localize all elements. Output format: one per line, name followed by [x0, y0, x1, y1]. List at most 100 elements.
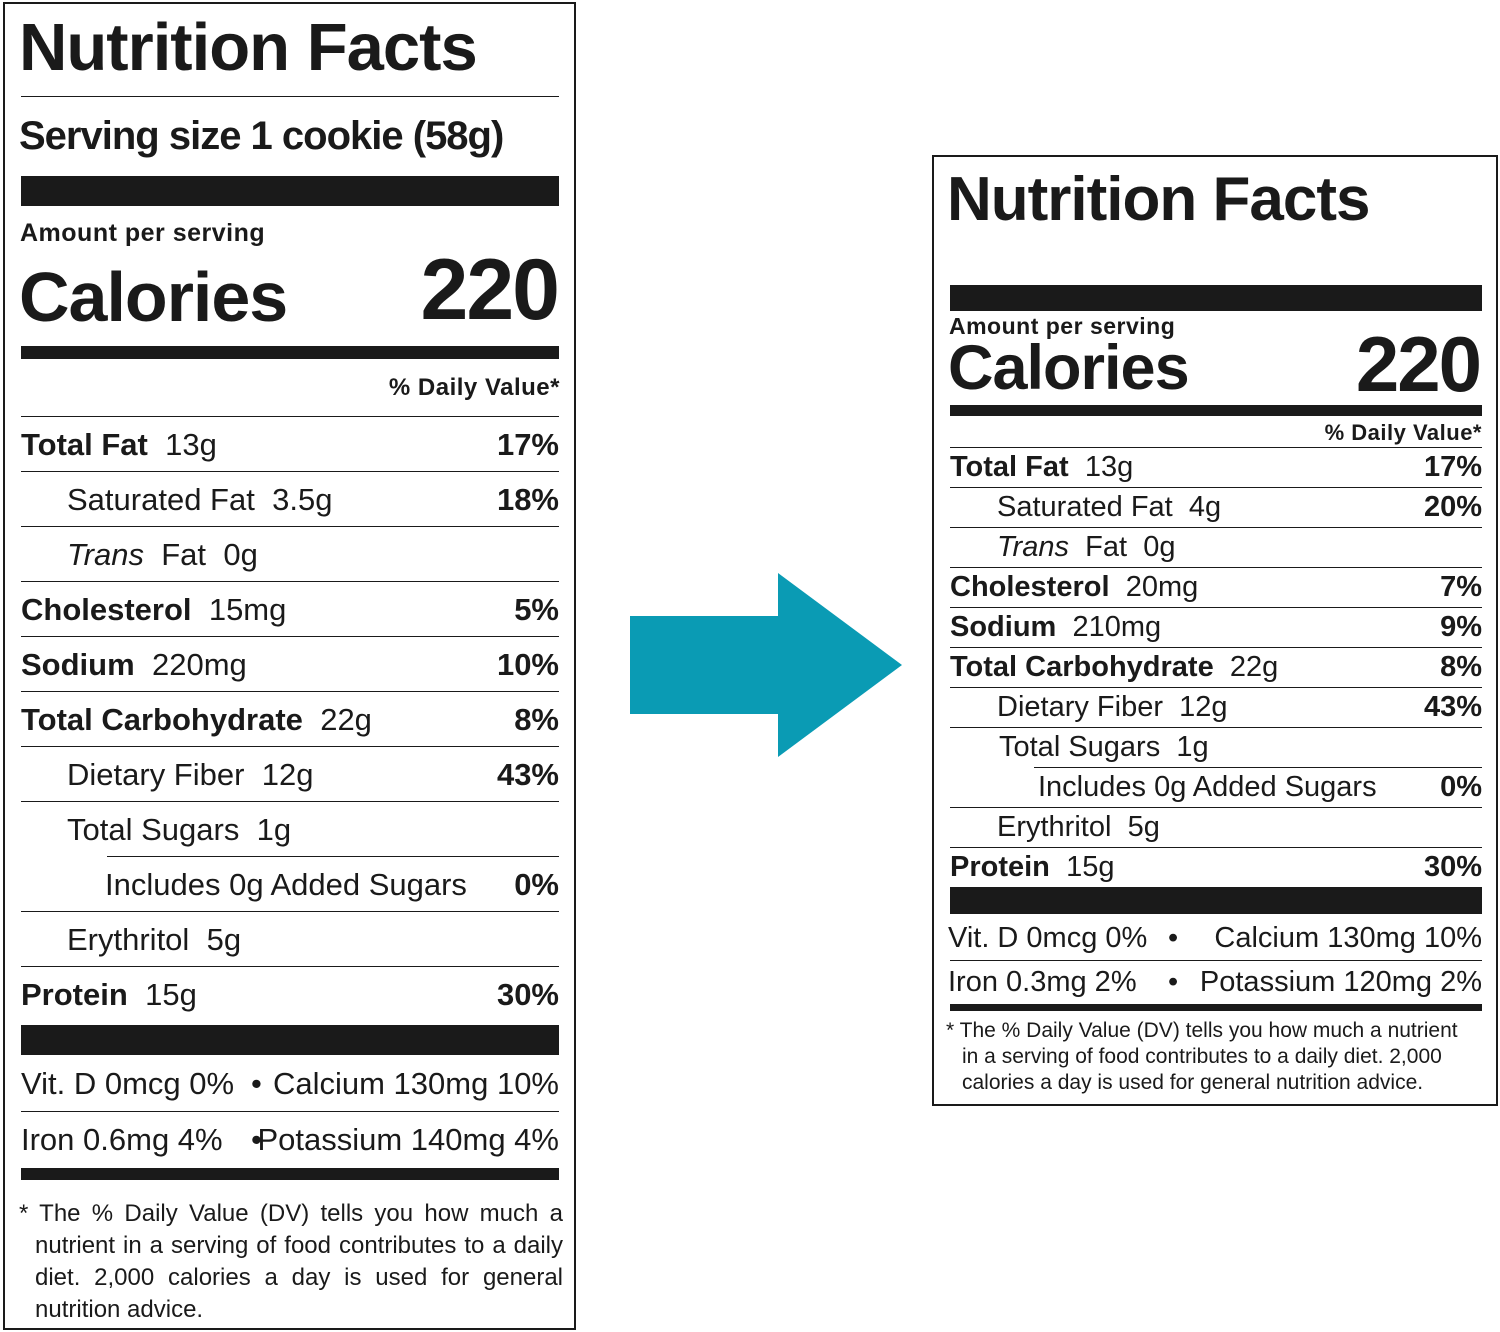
medium-divider [950, 1004, 1482, 1011]
nutrient-dv: 30% [1423, 851, 1482, 883]
footnote-line: * The % Daily Value (DV) tells you how m… [946, 1019, 1458, 1042]
nutrient-name: Cholesterol [950, 571, 1110, 603]
nutrient-name: Sodium [950, 611, 1057, 643]
divider [21, 746, 559, 747]
divider [950, 960, 1482, 961]
footnote-line: calories a day is used for general nutri… [962, 1071, 1424, 1094]
nutrient-dv: 10% [496, 647, 559, 682]
medium-divider [21, 346, 559, 359]
nutrient-row-sodium: Sodium 220mg 10% [21, 637, 559, 692]
vitamin-left: Vit. D 0mcg 0% [948, 922, 1148, 954]
calories-value: 220 [1355, 320, 1482, 408]
nutrient-name: Total Sugars [67, 812, 240, 847]
nutrition-label-new: Nutrition Facts Amount per serving Calor… [932, 155, 1498, 1106]
footnote: * The % Daily Value (DV) tells you how m… [946, 1018, 1486, 1096]
footnote-line: nutrition advice. [35, 1296, 204, 1323]
divider [21, 691, 559, 692]
nutrient-row-trans-fat: Trans Fat 0g [21, 527, 559, 582]
divider [950, 847, 1482, 848]
divider [21, 911, 559, 912]
divider [21, 526, 559, 527]
nutrient-name-rest: Fat [1085, 531, 1128, 563]
divider [21, 1111, 559, 1112]
nutrient-amount: 12g [1179, 691, 1228, 723]
daily-value-header: % Daily Value* [1324, 420, 1482, 445]
nutrient-amount: 4g [1188, 491, 1222, 523]
nutrient-amount: 22g [1229, 651, 1279, 683]
calories-value: 220 [420, 242, 560, 338]
nutrient-name: Dietary Fiber [67, 757, 245, 792]
nutrient-amount: 15g [145, 977, 197, 1012]
nutrient-dv: 43% [1423, 691, 1482, 723]
nutrient-name: Sodium [21, 647, 135, 682]
nutrient-dv: 0% [514, 867, 559, 902]
divider [21, 966, 559, 967]
bullet-separator: • [1168, 922, 1179, 954]
nutrient-row-total-sugars: Total Sugars 1g [21, 802, 559, 857]
nutrient-dv: 30% [496, 977, 559, 1012]
nutrient-amount: 220mg [151, 647, 247, 682]
vitamin-left: Iron 0.3mg 2% [948, 966, 1137, 998]
nutrient-dv: 0% [1440, 771, 1482, 803]
nutrient-amount: 15g [1066, 851, 1115, 883]
nutrient-row-total-sugars: Total Sugars 1g [950, 727, 1482, 767]
nutrient-name: Total Carbohydrate [950, 651, 1214, 683]
footnote: * The % Daily Value (DV) tells you how m… [19, 1198, 563, 1326]
vitamin-right: Potassium 140mg 4% [257, 1122, 559, 1157]
divider [1034, 767, 1482, 768]
nutrient-name: Includes 0g Added Sugars [1038, 771, 1377, 803]
divider [21, 801, 559, 802]
label-title: Nutrition Facts [947, 165, 1370, 234]
vitamin-row: Vit. D 0mcg 0% • Calcium 130mg 10% [948, 917, 1482, 959]
nutrient-row-total-fat: Total Fat 13g 17% [21, 417, 559, 472]
nutrient-row-total-carbohydrate: Total Carbohydrate 22g 8% [950, 647, 1482, 687]
footnote-line: in a serving of food contributes to a da… [962, 1045, 1442, 1068]
nutrient-amount: 1g [1176, 731, 1209, 763]
nutrient-dv: 17% [1423, 451, 1482, 483]
calories-label: Calories [19, 258, 288, 336]
vitamin-right: Calcium 130mg 10% [1214, 922, 1482, 954]
nutrient-name: Total Fat [950, 451, 1069, 483]
nutrient-name: Saturated Fat [997, 491, 1173, 523]
divider [950, 607, 1482, 608]
nutrient-amount: 5g [1127, 811, 1160, 843]
nutrient-row-cholesterol: Cholesterol 20mg 7% [950, 567, 1482, 607]
nutrient-name: Cholesterol [21, 592, 192, 627]
nutrient-dv: 8% [514, 702, 559, 737]
divider [950, 447, 1482, 448]
nutrient-name: Total Sugars [999, 731, 1161, 763]
nutrient-row-saturated-fat: Saturated Fat 4g 20% [950, 487, 1482, 527]
nutrition-label-original: Nutrition Facts Serving size 1 cookie (5… [3, 2, 576, 1330]
nutrient-name: Protein [21, 977, 128, 1012]
divider [21, 471, 559, 472]
nutrient-name: Dietary Fiber [997, 691, 1163, 723]
bullet-separator: • [251, 1066, 262, 1101]
nutrient-dv: 9% [1440, 611, 1482, 643]
bullet-separator: • [251, 1122, 262, 1157]
vitamin-row: Iron 0.6mg 4% • Potassium 140mg 4% [21, 1112, 559, 1167]
thick-divider [21, 176, 559, 206]
nutrient-name: Protein [950, 851, 1050, 883]
bullet-separator: • [1168, 966, 1179, 998]
nutrient-name: Trans [997, 531, 1069, 563]
nutrient-dv: 17% [496, 427, 559, 462]
nutrient-row-dietary-fiber: Dietary Fiber 12g 43% [21, 747, 559, 802]
nutrient-amount: 0g [1143, 531, 1176, 563]
vitamin-left: Vit. D 0mcg 0% [21, 1066, 235, 1101]
nutrient-amount: 20mg [1125, 571, 1199, 603]
divider [950, 687, 1482, 688]
nutrient-name: Erythritol [67, 922, 190, 957]
nutrient-amount: 13g [1084, 451, 1134, 483]
thick-divider [950, 887, 1482, 914]
nutrient-row-added-sugars: Includes 0g Added Sugars 0% [21, 857, 559, 912]
nutrient-row-saturated-fat: Saturated Fat 3.5g 18% [21, 472, 559, 527]
nutrient-row-protein: Protein 15g 30% [950, 847, 1482, 887]
footnote-line: * The % Daily Value (DV) tells you how m… [19, 1200, 563, 1227]
serving-size: Serving size 1 cookie (58g) [19, 114, 504, 158]
divider [950, 567, 1482, 568]
nutrient-row-trans-fat: Trans Fat 0g [950, 527, 1482, 567]
nutrient-name: Includes 0g Added Sugars [105, 867, 467, 902]
nutrient-dv: 8% [1440, 651, 1482, 683]
nutrient-row-total-fat: Total Fat 13g 17% [950, 447, 1482, 487]
nutrient-name: Saturated Fat [67, 482, 255, 517]
